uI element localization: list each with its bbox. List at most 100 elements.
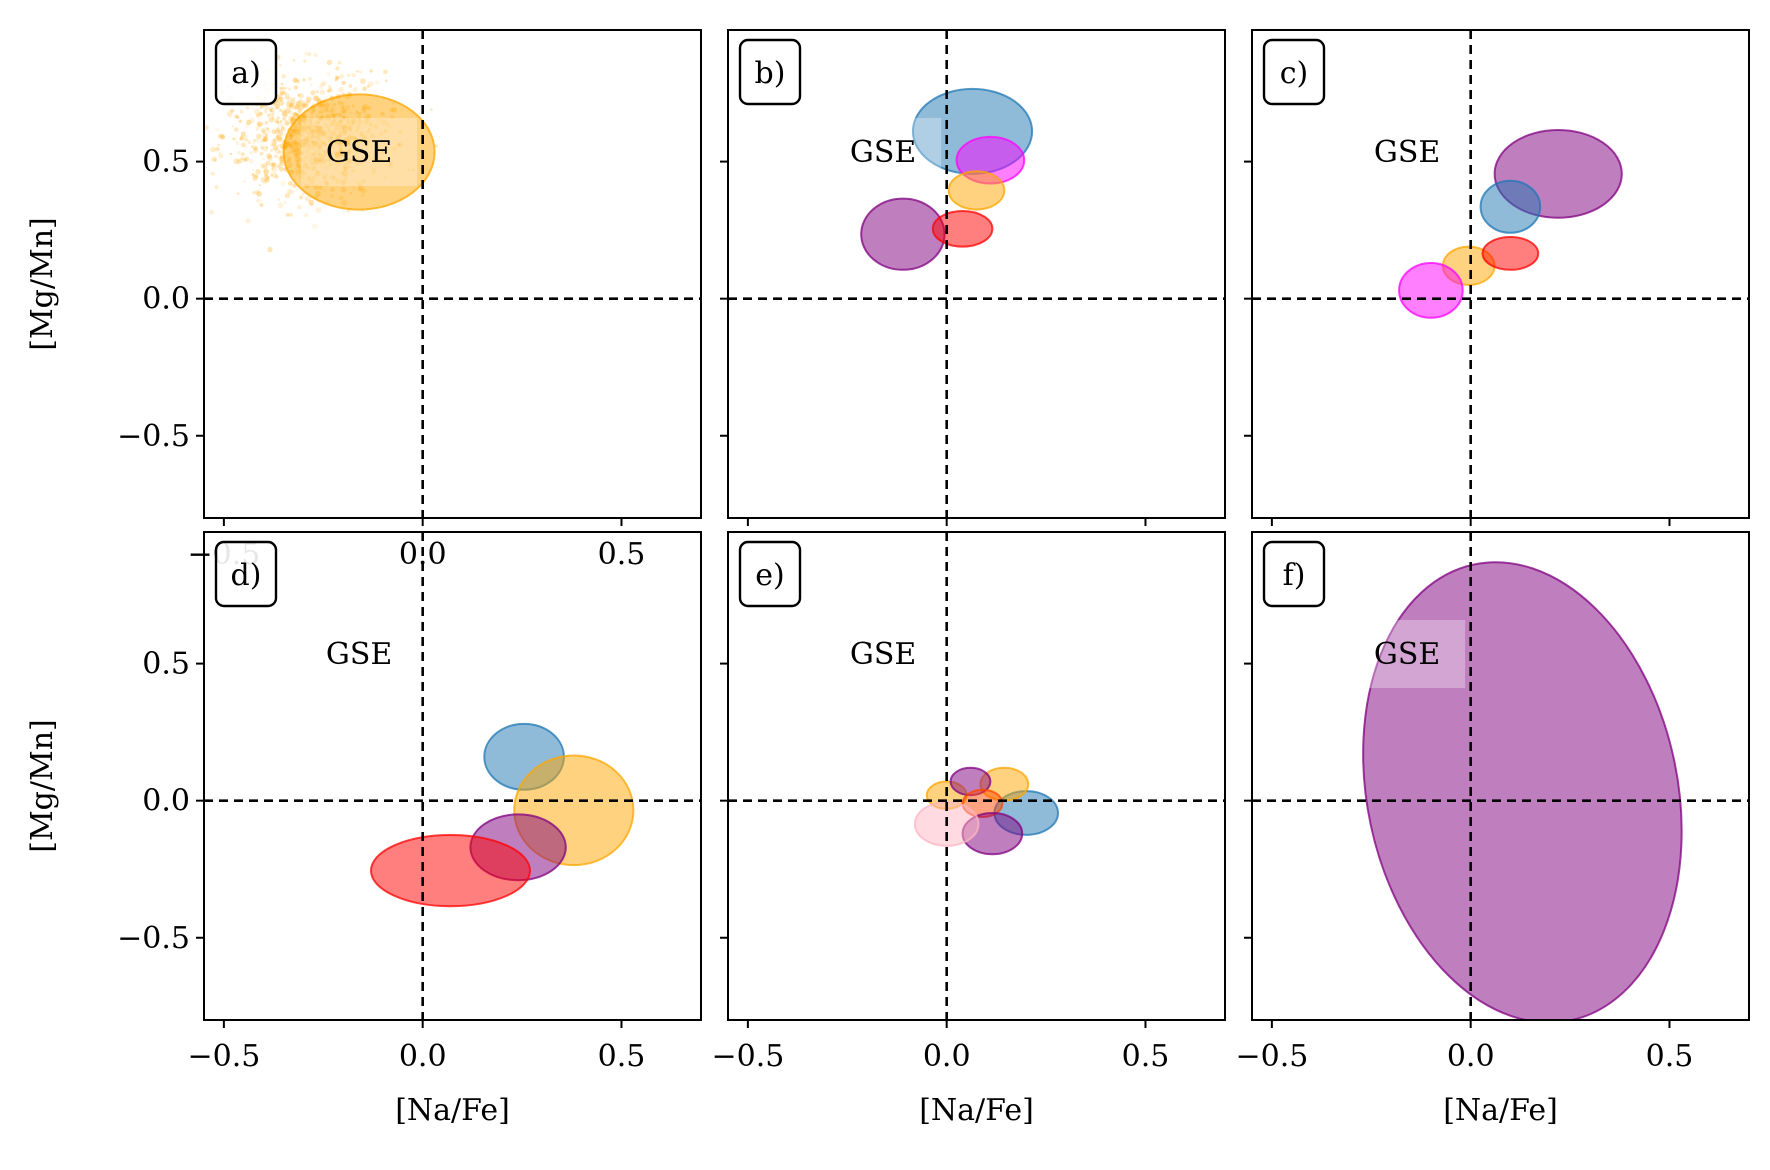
- scatter-point: [271, 116, 275, 120]
- scatter-point: [259, 112, 263, 116]
- scatter-point: [284, 120, 290, 126]
- plot-area: [1398, 129, 1623, 319]
- panel-label-box: [1262, 540, 1326, 608]
- scatter-point: [275, 94, 282, 101]
- scatter-point: [291, 112, 297, 118]
- panel-label-box: [738, 540, 802, 608]
- scatter-point: [256, 169, 260, 172]
- scatter-point: [226, 110, 233, 117]
- scatter-point: [266, 113, 272, 118]
- scatter-point: [274, 174, 279, 179]
- scatter-point: [267, 153, 273, 159]
- scatter-point: [186, 121, 190, 125]
- x-tick-label: 0.0: [399, 1039, 447, 1074]
- y-tick-label: 0.0: [142, 282, 190, 317]
- panel-label-box: [214, 38, 278, 106]
- scatter-point: [288, 88, 291, 91]
- scatter-point: [328, 85, 332, 89]
- scatter-point: [218, 153, 224, 159]
- x-tick-label: −0.5: [1235, 1039, 1308, 1074]
- scatter-point: [278, 97, 281, 101]
- scatter-point: [297, 99, 301, 103]
- scatter-point: [252, 142, 256, 145]
- scatter-point: [271, 167, 274, 170]
- scatter-point: [287, 86, 292, 90]
- scatter-point: [328, 88, 333, 93]
- confidence-ellipse: [370, 834, 531, 908]
- scatter-point: [285, 121, 290, 127]
- scatter-point: [214, 185, 219, 190]
- scatter-point: [255, 169, 261, 175]
- gse-label-box: [301, 118, 418, 186]
- scatter-point: [279, 92, 284, 97]
- axes-frame: [1251, 531, 1750, 1021]
- scatter-point: [238, 158, 244, 164]
- scatter-point: [313, 52, 318, 58]
- panel-c: GSE c): [1244, 29, 1750, 526]
- scatter-point: [283, 200, 287, 205]
- scatter-point: [266, 106, 270, 110]
- scatter-point: [279, 86, 282, 90]
- scatter-point: [262, 129, 266, 134]
- scatter-point: [278, 96, 284, 102]
- scatter-point: [213, 158, 217, 162]
- scatter-point: [260, 177, 267, 183]
- scatter-point: [262, 139, 266, 144]
- scatter-point: [294, 103, 300, 109]
- scatter-point: [303, 59, 307, 63]
- scatter-point: [273, 154, 278, 159]
- scatter-point: [312, 95, 319, 101]
- scatter-point: [277, 144, 281, 148]
- panel-label-box: [214, 540, 278, 608]
- scatter-point: [269, 148, 274, 152]
- scatter-point: [234, 114, 239, 119]
- scatter-point: [259, 202, 264, 208]
- scatter-point: [282, 113, 288, 119]
- scatter-point: [309, 82, 313, 86]
- scatter-point: [308, 76, 312, 81]
- scatter-point: [384, 79, 388, 83]
- scatter-point: [244, 156, 250, 162]
- scatter-point: [267, 155, 273, 162]
- panel-label-box: [738, 38, 802, 106]
- scatter-point: [264, 135, 268, 139]
- scatter-point: [281, 108, 287, 115]
- scatter-point: [301, 103, 305, 107]
- scatter-point: [261, 127, 267, 134]
- y-tick-label: 0.5: [142, 647, 190, 682]
- scatter-point: [334, 78, 338, 82]
- scatter-point: [292, 112, 299, 118]
- scatter-point: [360, 78, 366, 84]
- scatter-point: [218, 151, 222, 155]
- scatter-point: [339, 73, 345, 79]
- scatter-point: [233, 158, 240, 165]
- scatter-point: [256, 120, 261, 125]
- axes-frame: [727, 531, 1226, 1021]
- scatter-point: [257, 123, 262, 128]
- axes-frame: [203, 531, 702, 1021]
- scatter-point: [304, 195, 311, 202]
- scatter-point: [254, 189, 260, 195]
- scatter-point: [273, 142, 277, 146]
- scatter-point: [236, 158, 242, 164]
- scatter-point: [277, 150, 282, 155]
- scatter-point: [262, 180, 267, 185]
- scatter-point: [236, 192, 240, 195]
- scatter-point: [281, 86, 285, 90]
- scatter-point: [262, 146, 269, 152]
- scatter-point: [290, 117, 296, 122]
- scatter-point: [259, 145, 265, 150]
- scatter-point: [264, 121, 269, 125]
- confidence-ellipse: [931, 210, 994, 248]
- scatter-point: [237, 150, 242, 155]
- y-tick-label: 0.0: [142, 784, 190, 819]
- scatter-point: [306, 96, 312, 103]
- scatter-point: [294, 78, 300, 85]
- scatter-point: [430, 108, 433, 111]
- scatter-point: [255, 138, 260, 143]
- gse-label: GSE: [1374, 637, 1440, 672]
- x-tick-label: −0.5: [187, 1039, 260, 1074]
- scatter-point: [267, 246, 273, 253]
- confidence-ellipse: [1481, 236, 1540, 271]
- scatter-point: [296, 101, 302, 108]
